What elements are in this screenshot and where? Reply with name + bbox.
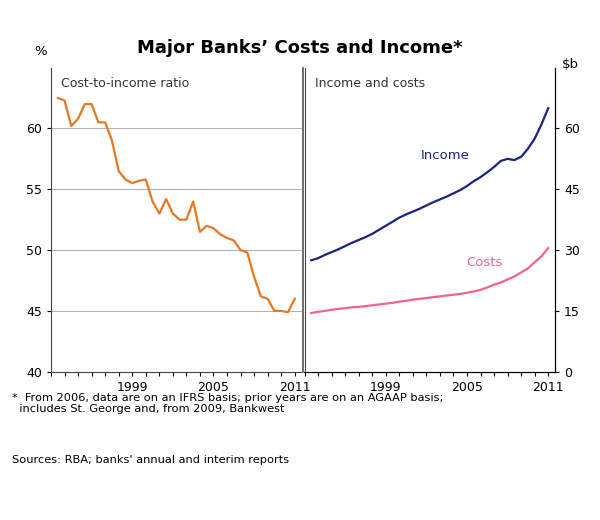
Text: Income and costs: Income and costs (314, 77, 425, 90)
Text: Costs: Costs (467, 256, 503, 269)
Y-axis label: %: % (35, 45, 47, 58)
Y-axis label: $b: $b (562, 58, 578, 71)
Text: Cost-to-income ratio: Cost-to-income ratio (61, 77, 189, 90)
Text: Major Banks’ Costs and Income*: Major Banks’ Costs and Income* (137, 39, 463, 57)
Text: Income: Income (421, 149, 469, 162)
Text: *  From 2006, data are on an IFRS basis; prior years are on an AGAAP basis;
  in: * From 2006, data are on an IFRS basis; … (12, 393, 443, 414)
Text: Sources: RBA; banks' annual and interim reports: Sources: RBA; banks' annual and interim … (12, 455, 289, 465)
